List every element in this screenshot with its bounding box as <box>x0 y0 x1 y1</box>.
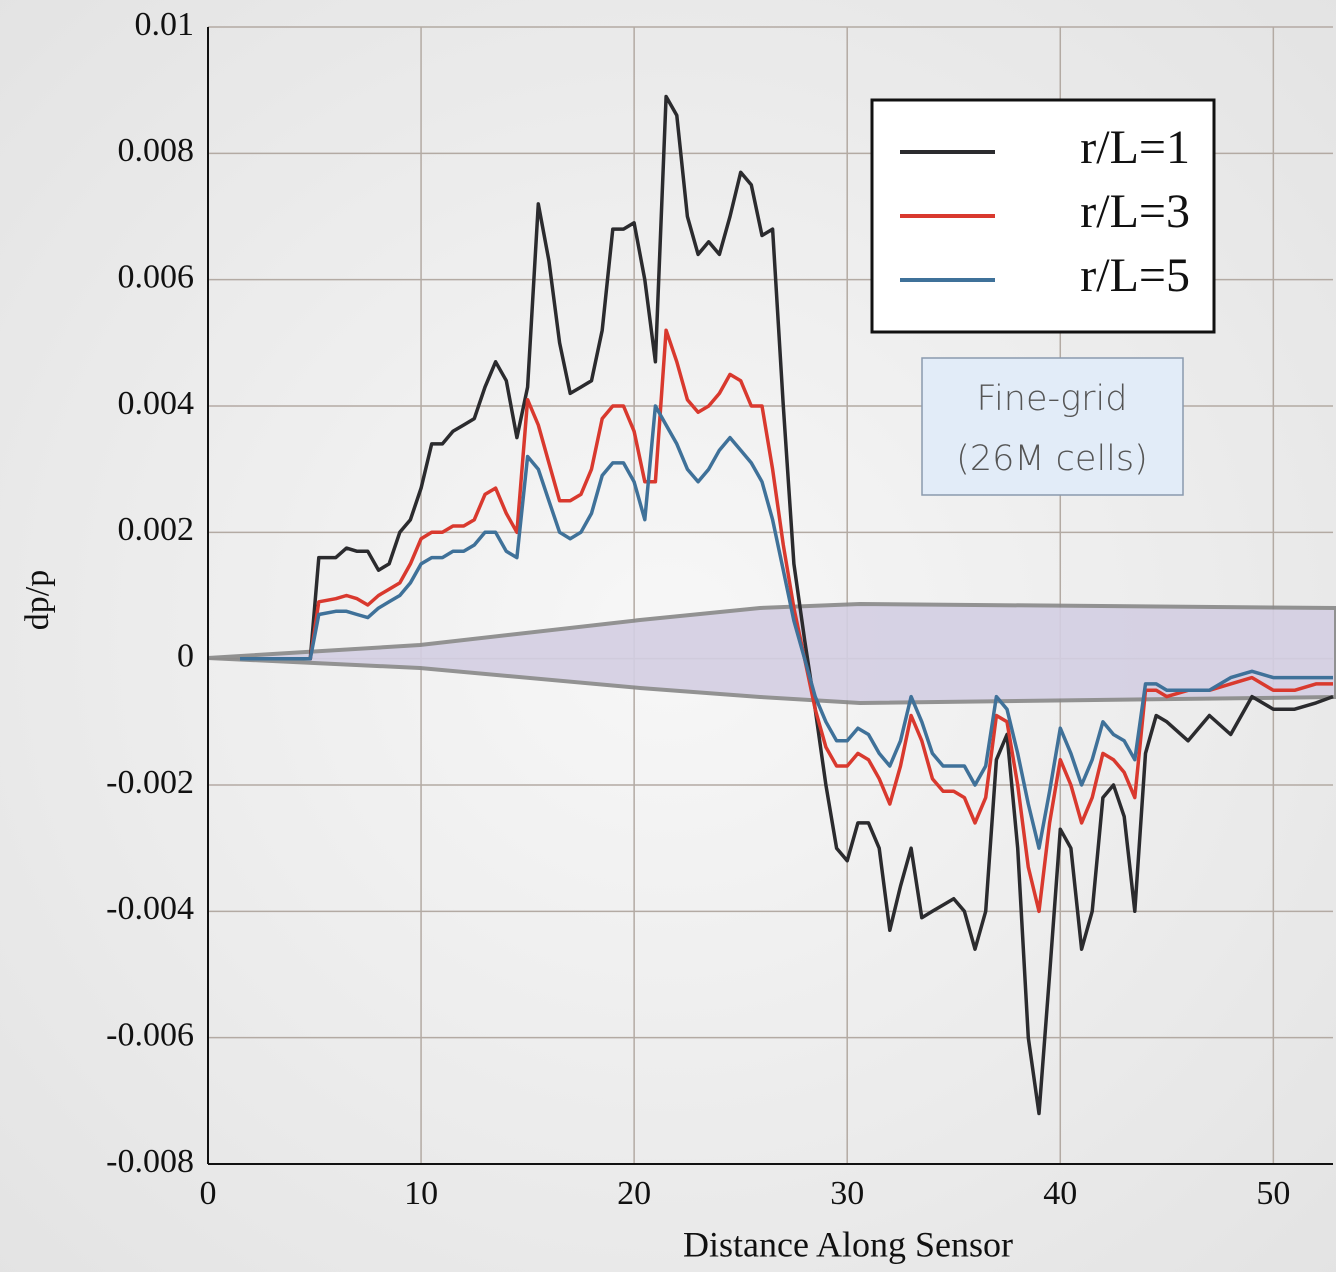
y-axis-label: dp/p <box>19 570 56 630</box>
x-tick-label: 0 <box>200 1175 217 1212</box>
y-tick-label: -0.004 <box>106 890 194 927</box>
y-tick-label: 0.006 <box>118 258 195 295</box>
x-axis-label: Distance Along Sensor <box>683 1224 1013 1264</box>
y-tick-label: -0.008 <box>106 1143 194 1180</box>
x-tick-label: 40 <box>1043 1175 1077 1212</box>
x-tick-label: 30 <box>830 1175 864 1212</box>
x-tick-label: 10 <box>404 1175 438 1212</box>
legend-label: r/L=1 <box>1080 121 1190 174</box>
legend-label: r/L=3 <box>1080 185 1190 238</box>
annotation: Fine-grid <box>977 379 1128 419</box>
x-tick-label: 50 <box>1256 1175 1290 1212</box>
legend-label: r/L=5 <box>1080 249 1190 302</box>
x-tick-label: 20 <box>617 1175 651 1212</box>
y-tick-label: -0.006 <box>106 1016 194 1053</box>
chart: Distance Along Sensor dp/p r/L=1 r/L=3 r/L… <box>0 0 1336 1272</box>
y-tick-label: 0.008 <box>118 132 195 169</box>
y-tick-label: 0.002 <box>118 511 195 548</box>
y-tick-label: -0.002 <box>106 764 194 801</box>
y-tick-label: 0 <box>177 637 194 674</box>
y-tick-label: 0.01 <box>135 6 195 43</box>
y-tick-label: 0.004 <box>118 385 195 422</box>
annotation: (26M cells) <box>956 439 1148 479</box>
